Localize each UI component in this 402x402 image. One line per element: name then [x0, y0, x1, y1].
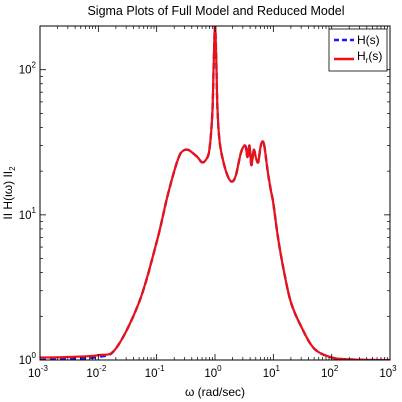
x-tick-exponent: -3: [41, 364, 49, 373]
legend-label-reduced-model: Hr(s): [357, 49, 382, 65]
series-line-reduced-model: [40, 26, 390, 360]
y-tick-base: 10: [19, 65, 32, 77]
chart-title: Sigma Plots of Full Model and Reduced Mo…: [87, 4, 344, 18]
legend: H(s) Hr(s): [328, 28, 388, 72]
x-tick-exponent: 3: [392, 364, 397, 373]
x-tick-label: 10-1: [145, 364, 165, 380]
plot-frame: [39, 25, 391, 361]
x-tick-base: 10: [379, 368, 392, 380]
y-tick-exponent: 0: [32, 351, 37, 360]
x-tick-label: 10-3: [28, 364, 48, 380]
x-tick-exponent: -2: [99, 364, 107, 373]
series-line-full-model: [40, 26, 390, 360]
legend-label-reduced-name: H: [357, 49, 366, 63]
y-axis-label: ΙΙ H(ιω) ΙΙ2: [1, 166, 17, 220]
x-tick-exponent: 1: [276, 364, 281, 373]
x-tick-base: 10: [321, 368, 334, 380]
y-tick-label: 100: [19, 351, 37, 367]
y-tick-label: 102: [19, 61, 37, 77]
y-tick-base: 10: [19, 210, 32, 222]
x-tick-label: 103: [379, 364, 397, 380]
y-axis-label-sub: 2: [8, 166, 17, 171]
x-tick-label: 101: [263, 364, 281, 380]
series-layer: [40, 26, 390, 360]
x-tick-exponent: 2: [334, 364, 339, 373]
x-tick-base: 10: [86, 368, 99, 380]
y-axis-label-main: ΙΙ H(ιω) ΙΙ: [1, 171, 15, 220]
x-tick-base: 10: [145, 368, 158, 380]
y-tick-base: 10: [19, 355, 32, 367]
y-tick-label: 101: [19, 206, 37, 222]
x-tick-base: 10: [204, 368, 217, 380]
legend-label-full-model: H(s): [357, 33, 380, 47]
x-axis-label: ω (rad/sec): [185, 385, 245, 399]
x-tick-label: 10-2: [86, 364, 106, 380]
y-tick-exponent: 2: [32, 61, 37, 70]
legend-label-reduced-suffix: (s): [368, 49, 382, 63]
legend-label-reduced-sub: r: [366, 56, 369, 65]
legend-box: [328, 28, 388, 72]
x-tick-label: 100: [204, 364, 222, 380]
x-tick-label: 102: [321, 364, 339, 380]
x-tick-exponent: -1: [158, 364, 166, 373]
x-tick-base: 10: [263, 368, 276, 380]
x-tick-base: 10: [28, 368, 41, 380]
x-tick-exponent: 0: [217, 364, 222, 373]
y-tick-exponent: 1: [32, 206, 37, 215]
